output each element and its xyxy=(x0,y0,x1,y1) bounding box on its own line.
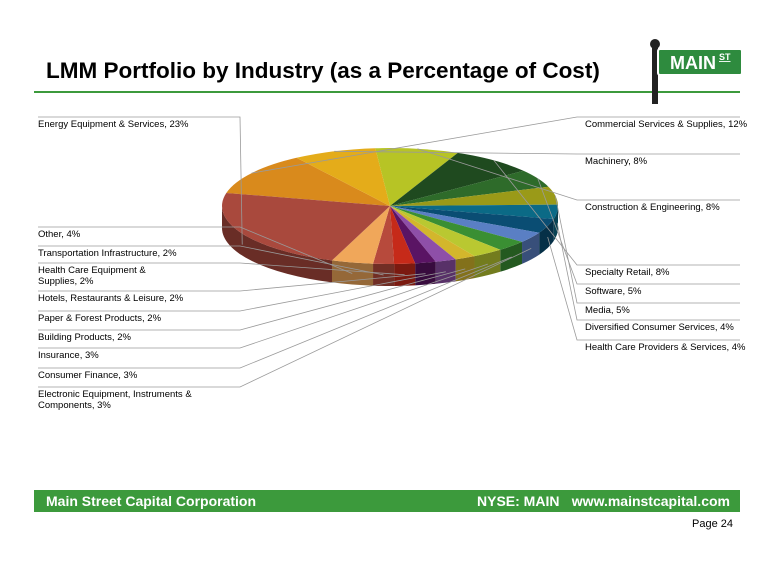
slice-label: Paper & Forest Products, 2% xyxy=(38,313,162,324)
leader-line xyxy=(417,148,740,201)
footer-bar: Main Street Capital Corporation NYSE: MA… xyxy=(34,490,740,512)
pie-slice-side xyxy=(539,219,554,255)
slice-label: Machinery, 8% xyxy=(585,156,648,167)
logo-text: MAIN xyxy=(670,53,716,73)
pie-slice xyxy=(226,157,390,206)
footer-ticker: NYSE: MAIN xyxy=(477,493,560,509)
leader-line xyxy=(38,116,243,245)
pie-slice xyxy=(296,148,390,206)
pie-slice xyxy=(390,206,456,262)
slice-label: Transportation Infrastructure, 2% xyxy=(38,248,177,259)
slice-label: Specialty Retail, 8% xyxy=(585,267,670,278)
slice-label: Diversified Consumer Services, 4% xyxy=(585,322,734,333)
leader-line xyxy=(334,150,740,155)
slice-label: Energy Equipment & Services, 23% xyxy=(38,119,189,130)
pie-slice xyxy=(390,206,523,250)
leader-line xyxy=(251,116,740,174)
slice-label: Insurance, 3% xyxy=(38,350,99,361)
pie-slice xyxy=(390,206,436,264)
pie-slice xyxy=(390,206,540,242)
slice-label: Consumer Finance, 3% xyxy=(38,370,138,381)
leader-line xyxy=(38,248,532,388)
slice-label: Construction & Engineering, 8% xyxy=(585,202,720,213)
slice-label: Electronic Equipment, Instruments & xyxy=(38,389,192,400)
logo-post xyxy=(652,44,658,104)
leader-line xyxy=(493,160,740,266)
leader-line xyxy=(537,178,740,285)
slice-label: Media, 5% xyxy=(585,305,630,316)
main-street-logo: MAIN ST xyxy=(650,39,743,104)
leader-line xyxy=(556,222,740,321)
leader-line xyxy=(38,256,512,369)
leader-line xyxy=(38,268,466,331)
leader-line xyxy=(38,245,384,276)
pie-slice xyxy=(390,204,559,220)
logo-superscript: ST xyxy=(719,52,731,62)
pie-slice xyxy=(332,206,390,264)
leader-line xyxy=(38,271,446,312)
logo-post-cap xyxy=(650,39,660,49)
pie-leader-lines xyxy=(38,116,740,388)
slice-label: Supplies, 2% xyxy=(38,276,94,287)
pie-top xyxy=(222,147,559,264)
leader-line xyxy=(38,263,488,349)
pie-slice xyxy=(373,206,395,264)
pie-labels: Commercial Services & Supplies, 12% Machi… xyxy=(38,119,748,411)
slice-label: Components, 3% xyxy=(38,400,111,411)
pie-slice xyxy=(390,206,554,233)
pie-slice xyxy=(390,206,501,257)
logo-sign xyxy=(657,48,743,76)
page-number: Page 24 xyxy=(692,518,733,530)
pie-slice xyxy=(390,206,475,260)
pie-slice-side xyxy=(553,206,558,242)
leader-line xyxy=(38,226,353,274)
slice-label: Commercial Services & Supplies, 12% xyxy=(585,119,748,130)
pie-slice xyxy=(390,186,558,206)
slice-label: Software, 5% xyxy=(585,286,642,297)
leader-line xyxy=(554,195,740,304)
leader-line xyxy=(38,262,405,276)
slice-label: Building Products, 2% xyxy=(38,332,131,343)
slice-label: Hotels, Restaurants & Leisure, 2% xyxy=(38,293,184,304)
leader-line xyxy=(38,273,426,292)
pie-slice xyxy=(390,206,416,264)
pie-slice xyxy=(375,147,458,206)
pie-slice-side xyxy=(222,206,333,283)
pie-slice xyxy=(222,192,390,261)
title-divider xyxy=(34,91,740,93)
leader-line xyxy=(547,236,740,341)
slice-label: Other, 4% xyxy=(38,229,81,240)
pie-slice xyxy=(390,152,524,206)
footer-company: Main Street Capital Corporation xyxy=(46,493,257,509)
page-title: LMM Portfolio by Industry (as a Percenta… xyxy=(46,58,600,83)
footer-url[interactable]: www.mainstcapital.com xyxy=(571,493,730,509)
slice-label: Health Care Providers & Services, 4% xyxy=(585,342,746,353)
slice-label: Health Care Equipment & xyxy=(38,265,146,276)
